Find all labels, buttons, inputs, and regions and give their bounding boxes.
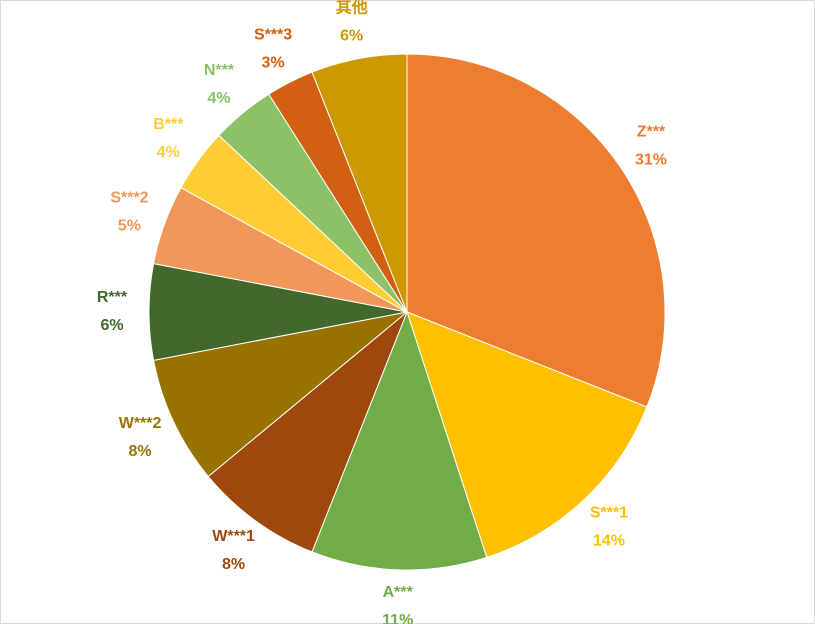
- slice-label: S***2: [110, 189, 148, 206]
- slice-value-label: 8%: [222, 556, 245, 573]
- pie-slice: [311, 53, 408, 313]
- slice-label: S***3: [254, 26, 292, 43]
- slice-value-label: 31%: [635, 151, 667, 168]
- slice-value-label: 5%: [118, 217, 141, 234]
- pie-slice: [406, 53, 666, 408]
- slice-label: W***2: [119, 415, 162, 432]
- slice-label: 其他: [336, 0, 368, 16]
- slice-value-label: 3%: [262, 54, 285, 71]
- slice-label: R***: [97, 289, 128, 306]
- slice-value-label: 6%: [100, 317, 123, 334]
- slice-label: W***1: [212, 528, 255, 545]
- pie-slice: [152, 311, 408, 478]
- slice-value-label: 11%: [382, 612, 413, 624]
- slice-label: A***: [383, 584, 414, 601]
- pie-slice: [207, 311, 408, 553]
- slice-value-label: 4%: [207, 90, 230, 107]
- slice-value-label: 6%: [340, 27, 363, 44]
- slice-label: Z***: [637, 123, 666, 140]
- slice-label: S***1: [590, 504, 628, 521]
- slice-value-label: 8%: [129, 443, 152, 460]
- slice-label: N***: [204, 62, 235, 79]
- slice-value-label: 4%: [157, 144, 180, 161]
- slice-label: B***: [153, 116, 184, 133]
- pie-slice: [311, 310, 488, 571]
- slice-value-label: 14%: [593, 532, 625, 549]
